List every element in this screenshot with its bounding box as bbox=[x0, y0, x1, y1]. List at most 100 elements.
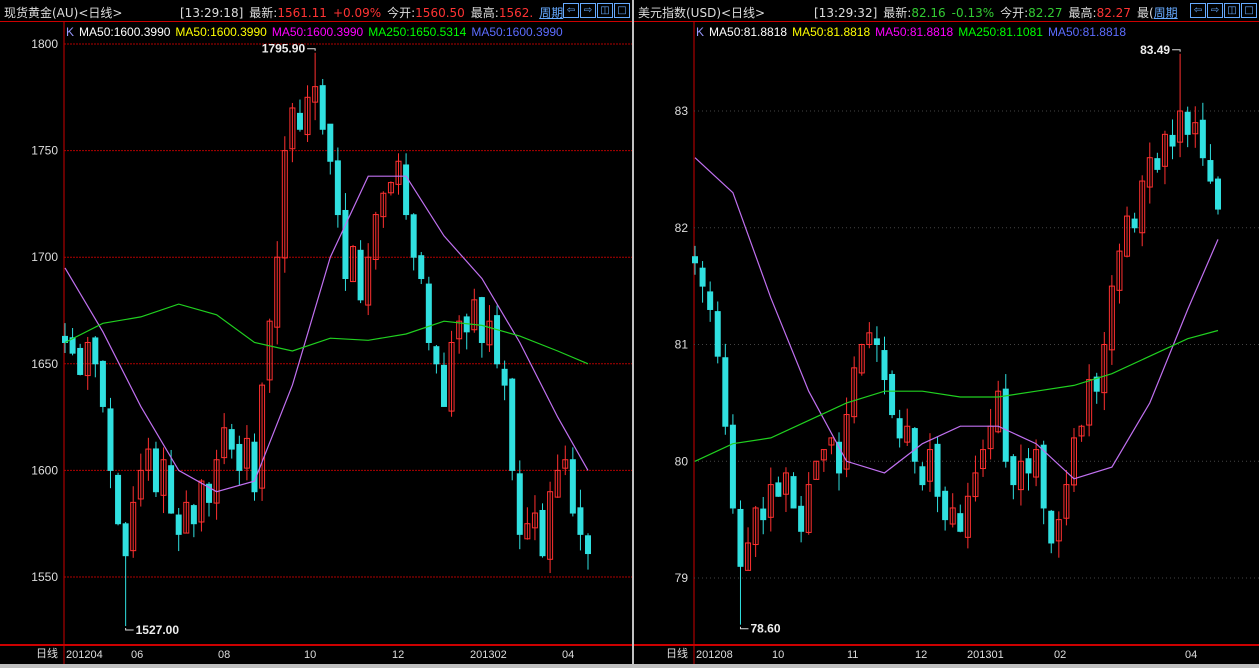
candle bbox=[729, 414, 736, 514]
candle-body bbox=[782, 472, 789, 495]
candle-body bbox=[813, 460, 820, 480]
candle-body bbox=[873, 338, 880, 346]
split-view-icon[interactable]: ◫ bbox=[1224, 3, 1240, 18]
x-tick-label: 201208 bbox=[696, 649, 733, 661]
candle-body bbox=[1078, 425, 1085, 437]
candle bbox=[145, 437, 152, 481]
candle bbox=[395, 153, 402, 195]
candle-body bbox=[1063, 484, 1070, 519]
candle bbox=[1055, 511, 1062, 558]
candle-body bbox=[342, 209, 349, 280]
candle bbox=[1002, 374, 1009, 468]
candle bbox=[304, 85, 311, 142]
maximize-icon[interactable]: □ bbox=[1241, 3, 1257, 18]
quote-high: 1562. bbox=[498, 6, 534, 20]
candle-body bbox=[866, 332, 873, 345]
candle bbox=[236, 435, 243, 486]
candle-body bbox=[539, 509, 546, 557]
period-link[interactable]: 周期 bbox=[1153, 6, 1178, 20]
candle-body bbox=[228, 429, 235, 450]
candle-body bbox=[221, 427, 228, 459]
candle-body bbox=[904, 425, 911, 443]
candle-body bbox=[115, 474, 122, 525]
candle-body bbox=[760, 508, 767, 521]
candle bbox=[115, 472, 122, 526]
ma-label: MA250:81.1081 bbox=[958, 25, 1043, 39]
candle-body bbox=[357, 249, 364, 301]
candle-body bbox=[372, 214, 379, 260]
candle bbox=[281, 136, 288, 273]
candle bbox=[350, 244, 357, 283]
candle bbox=[440, 352, 447, 407]
candle-body bbox=[350, 246, 357, 283]
candle bbox=[77, 343, 84, 376]
scroll-right-icon[interactable]: ⇨ bbox=[580, 3, 596, 18]
candle bbox=[547, 481, 554, 574]
usd-index-chart-panel[interactable]: 美元指数(USD)<日线> [13:29:32] 最新:82.16 -0.13% 今开:… bbox=[634, 0, 1259, 664]
candle-body bbox=[836, 441, 843, 474]
candle bbox=[1139, 175, 1146, 247]
x-tick-label: 12 bbox=[392, 649, 405, 661]
candle bbox=[707, 281, 714, 322]
candle-body bbox=[327, 123, 334, 162]
candle bbox=[456, 315, 463, 354]
min-arrow bbox=[125, 628, 134, 631]
split-view-icon[interactable]: ◫ bbox=[597, 3, 613, 18]
y-tick-label: 1650 bbox=[31, 357, 58, 371]
candle-body bbox=[1093, 376, 1100, 392]
candle-body bbox=[858, 344, 865, 374]
candle-body bbox=[1048, 510, 1055, 544]
scroll-left-icon[interactable]: ⇦ bbox=[563, 3, 579, 18]
gold-chart-panel[interactable]: 现货黄金(AU)<日线> [13:29:18] 最新:1561.11 +0.09% 今开… bbox=[0, 0, 632, 664]
quote-time: [13:29:18] bbox=[180, 6, 244, 20]
candle bbox=[737, 500, 744, 625]
candle bbox=[137, 453, 144, 507]
quote-latest-label: 最新: bbox=[249, 6, 278, 20]
ma250-line bbox=[694, 329, 1219, 462]
candle-body bbox=[440, 364, 447, 407]
ma-label: MA50:81.8818 bbox=[875, 25, 954, 39]
candle-body bbox=[152, 448, 159, 493]
quote-change: -0.13% bbox=[951, 6, 995, 20]
candle bbox=[1040, 440, 1047, 525]
ma-label: MA50:81.8818 bbox=[1047, 25, 1126, 39]
x-axis-period-label: 日线 bbox=[666, 648, 688, 660]
candle-body bbox=[1101, 344, 1108, 394]
candle-body bbox=[1177, 110, 1184, 143]
candle bbox=[1086, 364, 1093, 437]
candle-body bbox=[1116, 250, 1123, 291]
quote-open-label: 今开: bbox=[387, 6, 416, 20]
candle-body bbox=[1070, 437, 1077, 486]
candle-body bbox=[168, 465, 175, 514]
candle bbox=[1161, 130, 1168, 185]
candle bbox=[851, 356, 858, 424]
quote-high-label: 最高: bbox=[1068, 6, 1097, 20]
candle bbox=[577, 489, 584, 551]
candle-body bbox=[1017, 460, 1024, 491]
scroll-left-icon[interactable]: ⇦ bbox=[1190, 3, 1206, 18]
candle-body bbox=[198, 480, 205, 523]
candle bbox=[1070, 428, 1077, 492]
maximize-icon[interactable]: □ bbox=[614, 3, 630, 18]
candle bbox=[418, 251, 425, 285]
quote-time: [13:29:32] bbox=[814, 6, 878, 20]
candle bbox=[1207, 144, 1214, 184]
candle-body bbox=[1139, 180, 1146, 234]
candle-body bbox=[1169, 134, 1176, 147]
quote-high: 82.27 bbox=[1096, 6, 1131, 20]
candle bbox=[699, 261, 706, 303]
candle bbox=[531, 495, 538, 541]
candle-body bbox=[1002, 388, 1009, 462]
scroll-right-icon[interactable]: ⇨ bbox=[1207, 3, 1223, 18]
candle bbox=[509, 377, 516, 481]
x-tick-label: 201302 bbox=[470, 649, 507, 661]
candle bbox=[1131, 212, 1138, 233]
candle bbox=[782, 467, 789, 512]
candle bbox=[1063, 469, 1070, 526]
candle-body bbox=[175, 514, 182, 535]
period-link[interactable]: 周期 bbox=[539, 6, 564, 20]
candle-body bbox=[790, 476, 797, 509]
candle-body bbox=[304, 96, 311, 136]
y-tick-label: 1750 bbox=[31, 144, 58, 158]
x-axis-period-label: 日线 bbox=[36, 648, 58, 660]
